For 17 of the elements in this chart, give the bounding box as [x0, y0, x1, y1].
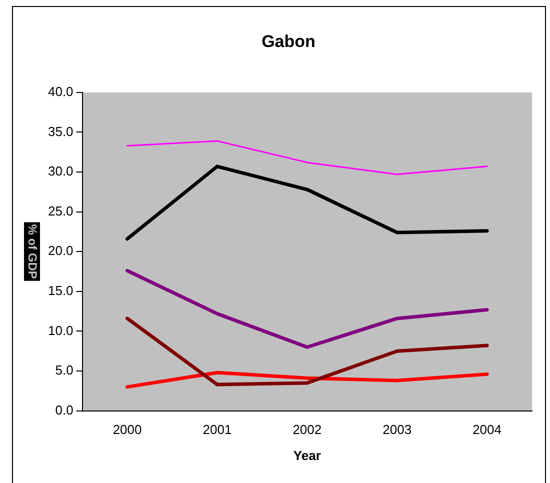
y-tick-label: 0.0: [55, 402, 74, 418]
x-tick-label: 2002: [292, 422, 322, 438]
x-tick-label: 2001: [202, 422, 232, 438]
x-tick-label: 2004: [472, 422, 502, 438]
x-axis-title: Year: [293, 448, 321, 463]
y-tick-label: 30.0: [48, 164, 74, 179]
y-tick-label: 25.0: [48, 203, 74, 218]
y-tick-label: 40.0: [48, 84, 74, 99]
x-tick-label: 2003: [382, 422, 412, 438]
y-tick-label: 10.0: [48, 322, 74, 338]
y-tick-label: 5.0: [55, 362, 74, 378]
x-tick-label: 2000: [112, 422, 142, 438]
y-tick-label: 35.0: [48, 124, 74, 139]
y-axis-title: % of GDP: [26, 224, 40, 279]
y-tick-label: 20.0: [48, 243, 74, 258]
y-tick-label: 15.0: [48, 282, 74, 298]
chart-title: Gabon: [262, 32, 316, 51]
